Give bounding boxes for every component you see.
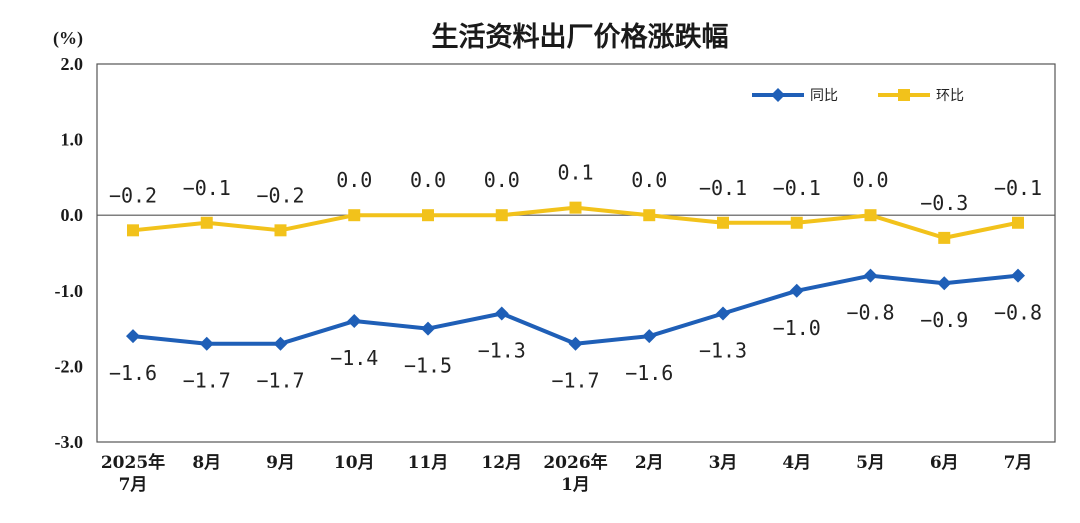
data-point [1011, 268, 1025, 283]
data-label: −1.3 [478, 338, 526, 362]
data-point [789, 283, 804, 298]
data-point [273, 336, 288, 351]
data-point [569, 201, 582, 214]
plot-area-frame [96, 63, 1056, 443]
data-point [495, 209, 508, 222]
data-point [568, 336, 583, 351]
data-point [199, 336, 214, 351]
data-label: 0.0 [484, 168, 520, 192]
y-axis-unit: (%) [53, 28, 83, 49]
data-point [938, 231, 951, 244]
data-point [1012, 216, 1024, 229]
data-point [863, 268, 878, 283]
data-point [717, 216, 729, 229]
x-tick-label: 10月 [334, 453, 375, 473]
data-label: −0.1 [773, 176, 821, 200]
y-tick-label: 0.0 [61, 205, 84, 225]
data-label: −0.3 [920, 191, 968, 215]
data-label: −1.7 [256, 369, 304, 393]
data-point [127, 224, 139, 237]
x-tick-label: 9月 [266, 453, 295, 473]
data-point [421, 321, 435, 336]
x-tick-label: 7月 [1004, 453, 1033, 473]
data-label: −0.1 [994, 176, 1042, 200]
data-point [422, 209, 434, 222]
data-label: 0.0 [336, 168, 372, 192]
data-label: 0.0 [410, 168, 446, 192]
y-tick-label: -1.0 [55, 281, 84, 301]
legend-label: 同比 [810, 88, 838, 104]
data-label: 0.0 [852, 168, 888, 192]
data-point [716, 306, 730, 321]
data-point [126, 329, 140, 344]
legend-label: 环比 [936, 88, 964, 104]
data-label: −1.7 [551, 369, 599, 393]
x-tick-label: 3月 [709, 453, 738, 473]
data-point [274, 224, 287, 237]
chart-title: 生活资料出厂价格涨跌幅 [432, 22, 729, 53]
data-point [200, 216, 213, 229]
x-tick-label: 11月 [408, 453, 449, 473]
data-label: −0.9 [920, 308, 968, 332]
data-label: −0.1 [183, 176, 231, 200]
data-label: −1.5 [404, 354, 452, 378]
data-label: −0.2 [256, 183, 304, 207]
data-label: −0.1 [699, 176, 747, 200]
legend-swatch-marker [771, 88, 785, 102]
y-tick-label: -2.0 [55, 356, 84, 376]
y-tick-label: -3.0 [55, 432, 84, 452]
data-label: −1.0 [773, 316, 821, 340]
data-label: −1.3 [699, 338, 747, 362]
series-group [126, 201, 1025, 351]
data-point [643, 209, 656, 222]
data-label: 0.1 [557, 161, 593, 185]
data-point [937, 276, 952, 291]
x-tick-label: 2025年 7月 [101, 452, 165, 495]
x-tick-label: 2026年 1月 [543, 452, 607, 495]
data-point [347, 314, 362, 329]
data-point [790, 216, 803, 229]
data-label: 0.0 [631, 168, 667, 192]
data-point [494, 306, 509, 321]
data-point [864, 209, 877, 222]
x-tick-label: 8月 [192, 453, 221, 473]
y-tick-label: 2.0 [61, 54, 84, 74]
data-label: −0.2 [109, 183, 157, 207]
x-tick-label: 6月 [930, 453, 959, 473]
x-tick-label: 4月 [782, 453, 811, 473]
x-tick-label: 12月 [481, 453, 522, 473]
data-label: −1.6 [109, 361, 157, 385]
legend: 同比 环比 [752, 88, 964, 104]
y-tick-label: 1.0 [61, 130, 84, 150]
data-label: −1.4 [330, 346, 378, 370]
data-label: −0.8 [846, 301, 894, 325]
y-axis-ticks: 2.0 1.0 0.0 -1.0 -2.0 -3.0 [55, 54, 84, 452]
data-label: −1.6 [625, 361, 673, 385]
data-labels: −1.6 −1.7 −1.7 −1.4 −1.5 −1.3 −1.7 −1.6 −1.3 −1.0… [109, 161, 1042, 393]
legend-swatch-marker [898, 89, 910, 101]
data-point [348, 209, 361, 222]
data-label: −0.8 [994, 301, 1042, 325]
data-label: −1.7 [183, 369, 231, 393]
x-tick-label: 5月 [856, 453, 885, 473]
x-tick-label: 2月 [635, 453, 664, 473]
x-axis-ticks: 2025年 7月 8月 9月 10月 11月 12月 2026年 1月 2月 3月 4月 5月 6月 7月 [101, 452, 1033, 495]
data-point [642, 329, 657, 344]
